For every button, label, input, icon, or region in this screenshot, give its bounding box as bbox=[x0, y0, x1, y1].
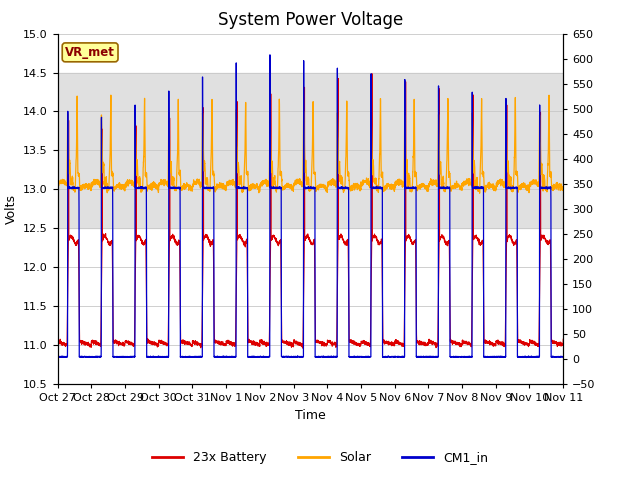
X-axis label: Time: Time bbox=[295, 408, 326, 421]
Legend: 23x Battery, Solar, CM1_in: 23x Battery, Solar, CM1_in bbox=[147, 446, 493, 469]
Y-axis label: Volts: Volts bbox=[4, 194, 17, 224]
Text: VR_met: VR_met bbox=[65, 46, 115, 59]
Title: System Power Voltage: System Power Voltage bbox=[218, 11, 403, 29]
Bar bbox=[58, 72, 563, 228]
